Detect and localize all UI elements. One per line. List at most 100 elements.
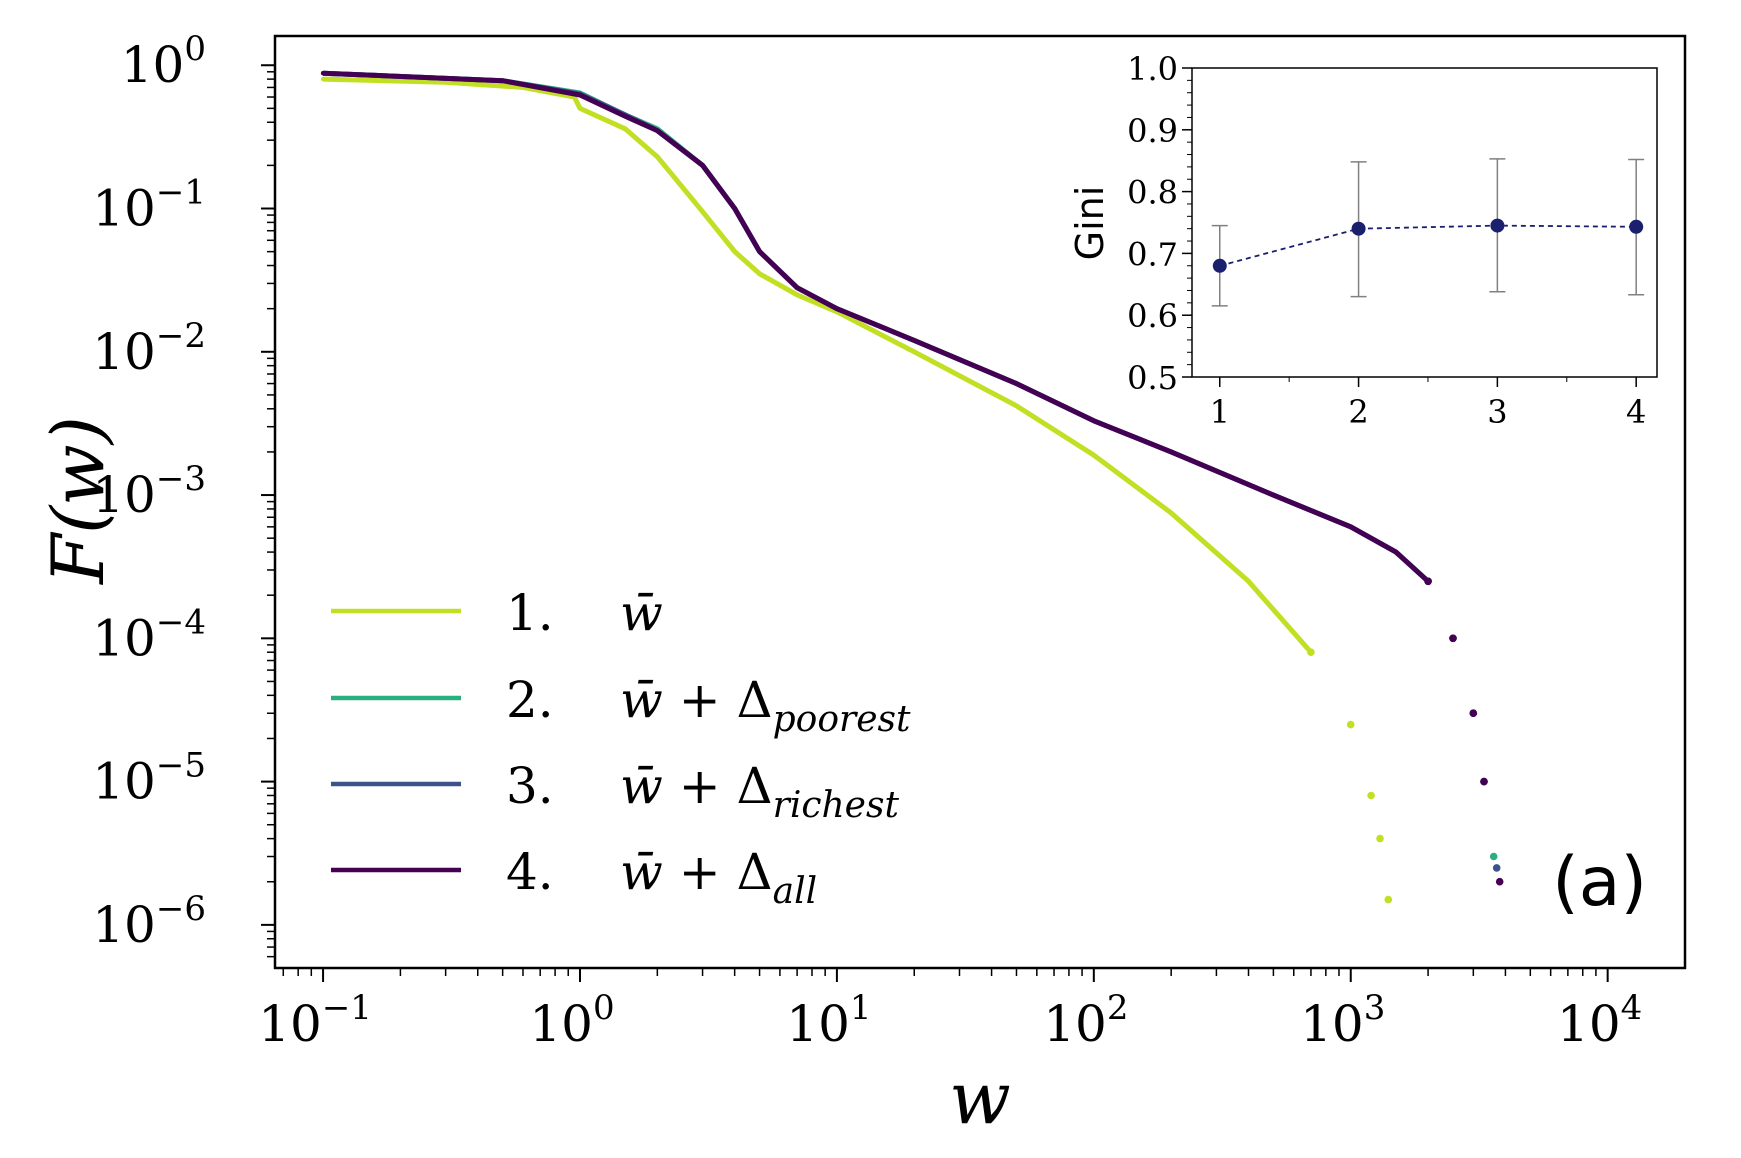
- y-tick-label-exponent: −5: [156, 746, 206, 786]
- data-point: [655, 154, 660, 159]
- inset-y-tick-label: 0.6: [1127, 297, 1178, 335]
- legend-item: 2. w̄ + Δpoorest: [331, 671, 911, 740]
- legend-label-subscript: poorest: [773, 699, 911, 740]
- inset-y-tick-label: 0.9: [1127, 112, 1178, 150]
- legend-number: 4.: [506, 843, 554, 901]
- y-tick-label: 100: [121, 29, 206, 94]
- inset-x-tick-label: 3: [1487, 393, 1507, 431]
- data-point: [1169, 449, 1174, 455]
- data-point: [732, 249, 737, 254]
- x-tick-label-base: 10: [1557, 995, 1621, 1053]
- data-point: [700, 209, 705, 214]
- y-tick-label-base: 10: [92, 466, 156, 524]
- data-point: [1384, 895, 1393, 904]
- y-tick-label-exponent: −3: [156, 459, 206, 499]
- series-3: [320, 70, 1504, 886]
- x-tick-label: 104: [1557, 988, 1642, 1053]
- data-point: [794, 285, 800, 290]
- main-ticks: 10−1 100 101 102 103 10410010−110−210−310−410…: [92, 29, 1642, 1053]
- data-point: [1246, 579, 1251, 584]
- data-point: [1348, 524, 1353, 529]
- legend-label: w̄ + Δrichest: [620, 757, 899, 826]
- x-tick-label-exponent: −1: [322, 988, 372, 1028]
- x-tick-label: 10−1: [258, 988, 372, 1053]
- main-minor-ticks: [267, 71, 1597, 976]
- data-point: [1346, 720, 1355, 729]
- x-tick-label-base: 10: [529, 995, 593, 1053]
- x-tick-label-exponent: 1: [850, 988, 872, 1028]
- legend-label-base: w̄: [620, 671, 663, 729]
- y-tick-label: 10−6: [92, 889, 206, 954]
- data-point: [1480, 777, 1488, 786]
- y-tick-label: 10−4: [92, 602, 206, 667]
- data-point: [1393, 549, 1399, 555]
- legend-label-base: w̄: [620, 843, 663, 901]
- data-point: [700, 163, 705, 168]
- x-tick-label-exponent: 2: [1107, 988, 1129, 1028]
- inset-gini-point: [1629, 219, 1644, 234]
- data-point: [1091, 418, 1097, 423]
- legend-label-operator: + Δ: [663, 671, 773, 729]
- legend-number: 2.: [506, 671, 554, 729]
- x-tick-label-exponent: 4: [1621, 988, 1643, 1028]
- data-point: [1014, 381, 1019, 386]
- data-point: [1376, 834, 1384, 843]
- x-tick-label: 102: [1043, 988, 1128, 1053]
- data-point: [1271, 492, 1276, 498]
- data-point: [912, 349, 917, 354]
- x-tick-label-base: 10: [258, 995, 322, 1053]
- legend-item: 3. w̄ + Δrichest: [331, 757, 899, 826]
- data-point: [1424, 577, 1432, 586]
- inset-y-tick-label: 0.8: [1127, 174, 1178, 212]
- x-tick-label: 101: [786, 988, 871, 1053]
- main-plot: 10−1 100 101 102 103 10410010−110−210−310−410…: [36, 29, 1687, 1140]
- y-tick-label-base: 10: [92, 896, 156, 954]
- data-point: [732, 206, 737, 211]
- inset-x-tick-label: 1: [1210, 393, 1230, 431]
- x-tick-label-base: 10: [786, 995, 850, 1053]
- data-point: [912, 338, 917, 343]
- y-tick-label: 10−1: [92, 173, 206, 238]
- panel-label: (a): [1552, 843, 1647, 922]
- inset-gini-line: [1219, 224, 1637, 267]
- data-point: [834, 306, 840, 311]
- inset-gini-point: [1212, 258, 1227, 273]
- y-tick-label-base: 10: [121, 36, 185, 94]
- series-line-s1: [323, 76, 1313, 654]
- legend-label-subscript: richest: [773, 785, 900, 826]
- data-point: [1091, 452, 1097, 458]
- data-point: [1367, 791, 1375, 800]
- x-axis-label: w: [949, 1056, 1011, 1140]
- inset-y-tick-label: 0.5: [1127, 359, 1178, 397]
- data-point: [794, 292, 800, 297]
- inset-frame: [1191, 67, 1658, 378]
- data-point: [443, 80, 448, 85]
- y-axis-label: F(w): [36, 416, 120, 586]
- legend-label: w̄: [620, 584, 663, 642]
- legend-item: 1. w̄: [331, 584, 663, 642]
- x-tick-label-exponent: 0: [593, 988, 615, 1028]
- data-point: [655, 128, 660, 133]
- legend-label-operator: + Δ: [663, 757, 773, 815]
- data-point: [1492, 864, 1501, 872]
- legend-label: w̄ + Δpoorest: [620, 671, 911, 740]
- data-point: [1014, 403, 1019, 408]
- x-tick-label: 103: [1300, 988, 1385, 1053]
- x-tick-label-exponent: 3: [1364, 988, 1386, 1028]
- data-point: [757, 271, 762, 276]
- y-tick-label-exponent: −1: [156, 173, 206, 213]
- y-tick-label-exponent: −2: [156, 316, 206, 356]
- y-tick-label-base: 10: [92, 323, 156, 381]
- series-line-s4: [322, 70, 1430, 584]
- y-tick-label-exponent: −6: [156, 889, 206, 929]
- inset-plot: 0.5 0.6 0.7 0.8 0.9 1.0 1 2 3 4 Gini: [1068, 50, 1658, 431]
- legend-item: 4. w̄ + Δall: [331, 843, 817, 912]
- y-tick-label-base: 10: [92, 609, 156, 667]
- inset-x-tick-label: 2: [1348, 393, 1368, 431]
- legend-number: 1.: [506, 584, 554, 642]
- inset-gini-point: [1490, 218, 1505, 233]
- inset-series: [1211, 158, 1645, 307]
- y-tick-label-exponent: 0: [184, 29, 206, 69]
- inset-y-axis-label: Gini: [1068, 186, 1112, 261]
